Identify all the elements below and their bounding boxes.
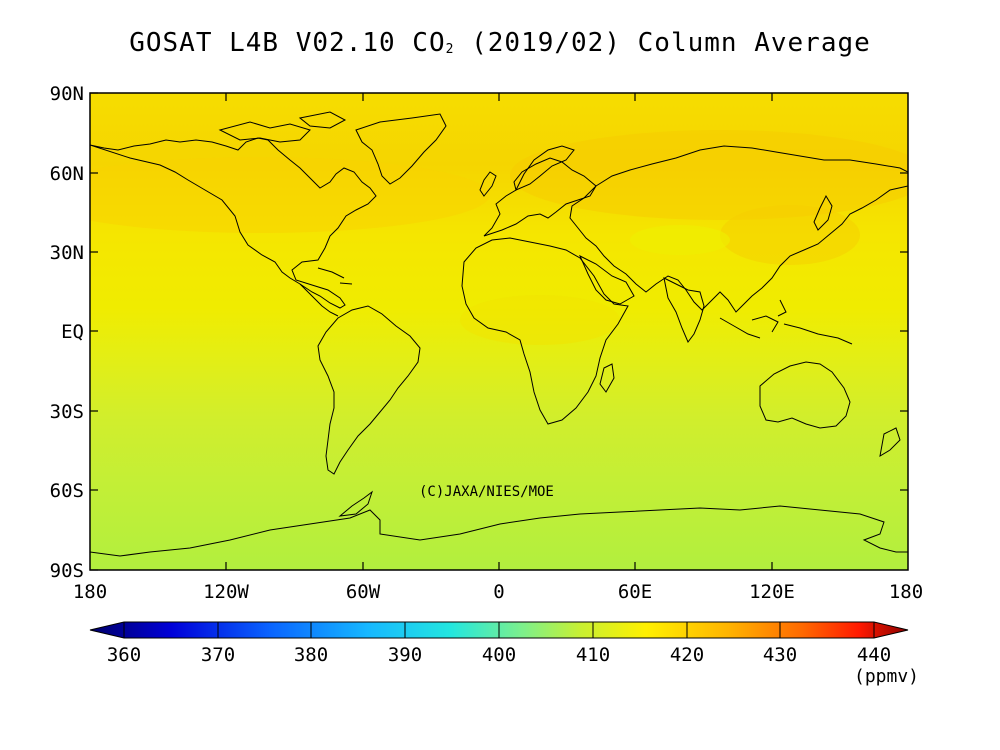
coast-greenland xyxy=(355,113,447,185)
lat-label-60s: 60S xyxy=(50,480,84,502)
lon-label-180e: 180 xyxy=(889,581,923,603)
coast-new-zealand xyxy=(879,427,901,457)
coast-antarctic-peninsula xyxy=(338,490,373,517)
colorbar-unit: (ppmv) xyxy=(854,666,920,687)
colorbar-label-370: 370 xyxy=(201,644,235,666)
co2-field xyxy=(90,93,908,570)
coast-asia xyxy=(569,145,908,313)
coastlines xyxy=(90,111,908,557)
colorbar-label-430: 430 xyxy=(763,644,797,666)
coast-africa xyxy=(461,237,629,425)
lon-label-60w: 60W xyxy=(346,581,381,603)
coast-antarctica xyxy=(90,505,908,557)
coast-britain xyxy=(479,171,497,197)
lat-label-90s: 90S xyxy=(50,560,84,582)
lat-label-30s: 30S xyxy=(50,401,84,423)
coast-scandinavia xyxy=(514,145,575,191)
coast-australia xyxy=(759,361,851,429)
colorbar-label-400: 400 xyxy=(482,644,516,666)
coast-europe xyxy=(483,157,597,237)
coast-madagascar xyxy=(599,363,615,393)
lat-label-30n: 30N xyxy=(50,242,84,264)
coast-south-america xyxy=(317,305,421,475)
colorbar-label-380: 380 xyxy=(294,644,328,666)
colorbar-label-360: 360 xyxy=(107,644,141,666)
coast-arctic-islands xyxy=(218,111,347,143)
colorbar: 360 370 380 390 400 410 420 430 440 xyxy=(89,621,909,666)
lon-label-180w: 180 xyxy=(73,581,107,603)
lat-label-eq: EQ xyxy=(61,321,84,343)
latitude-labels: 90N 60N 30N EQ 30S 60S 90S xyxy=(50,83,84,582)
coast-north-america xyxy=(90,137,377,309)
lon-label-60e: 60E xyxy=(618,581,652,603)
coast-india xyxy=(663,277,705,343)
coast-se-asia xyxy=(719,299,853,345)
coast-caribbean xyxy=(317,267,353,285)
coast-arabia xyxy=(578,254,635,305)
map-title: GOSAT L4B V02.10 CO2 (2019/02) Column Av… xyxy=(129,28,871,58)
axis-ticks xyxy=(90,92,908,571)
colorbar-ticks xyxy=(123,622,875,638)
colorbar-label-390: 390 xyxy=(388,644,422,666)
lon-label-120e: 120E xyxy=(749,581,795,603)
longitude-labels: 180 120W 60W 0 60E 120E 180 xyxy=(73,581,923,603)
lat-label-60n: 60N xyxy=(50,163,84,185)
coast-japan xyxy=(813,194,833,231)
coast-central-america xyxy=(299,283,339,317)
copyright-credit: (C)JAXA/NIES/MOE xyxy=(419,484,554,500)
colorbar-label-410: 410 xyxy=(576,644,610,666)
lon-label-120w: 120W xyxy=(203,581,249,603)
lat-label-90n: 90N xyxy=(50,83,84,105)
lon-label-0: 0 xyxy=(493,581,504,603)
colorbar-labels: 360 370 380 390 400 410 420 430 440 xyxy=(107,644,891,666)
colorbar-label-420: 420 xyxy=(670,644,704,666)
colorbar-label-440: 440 xyxy=(857,644,891,666)
